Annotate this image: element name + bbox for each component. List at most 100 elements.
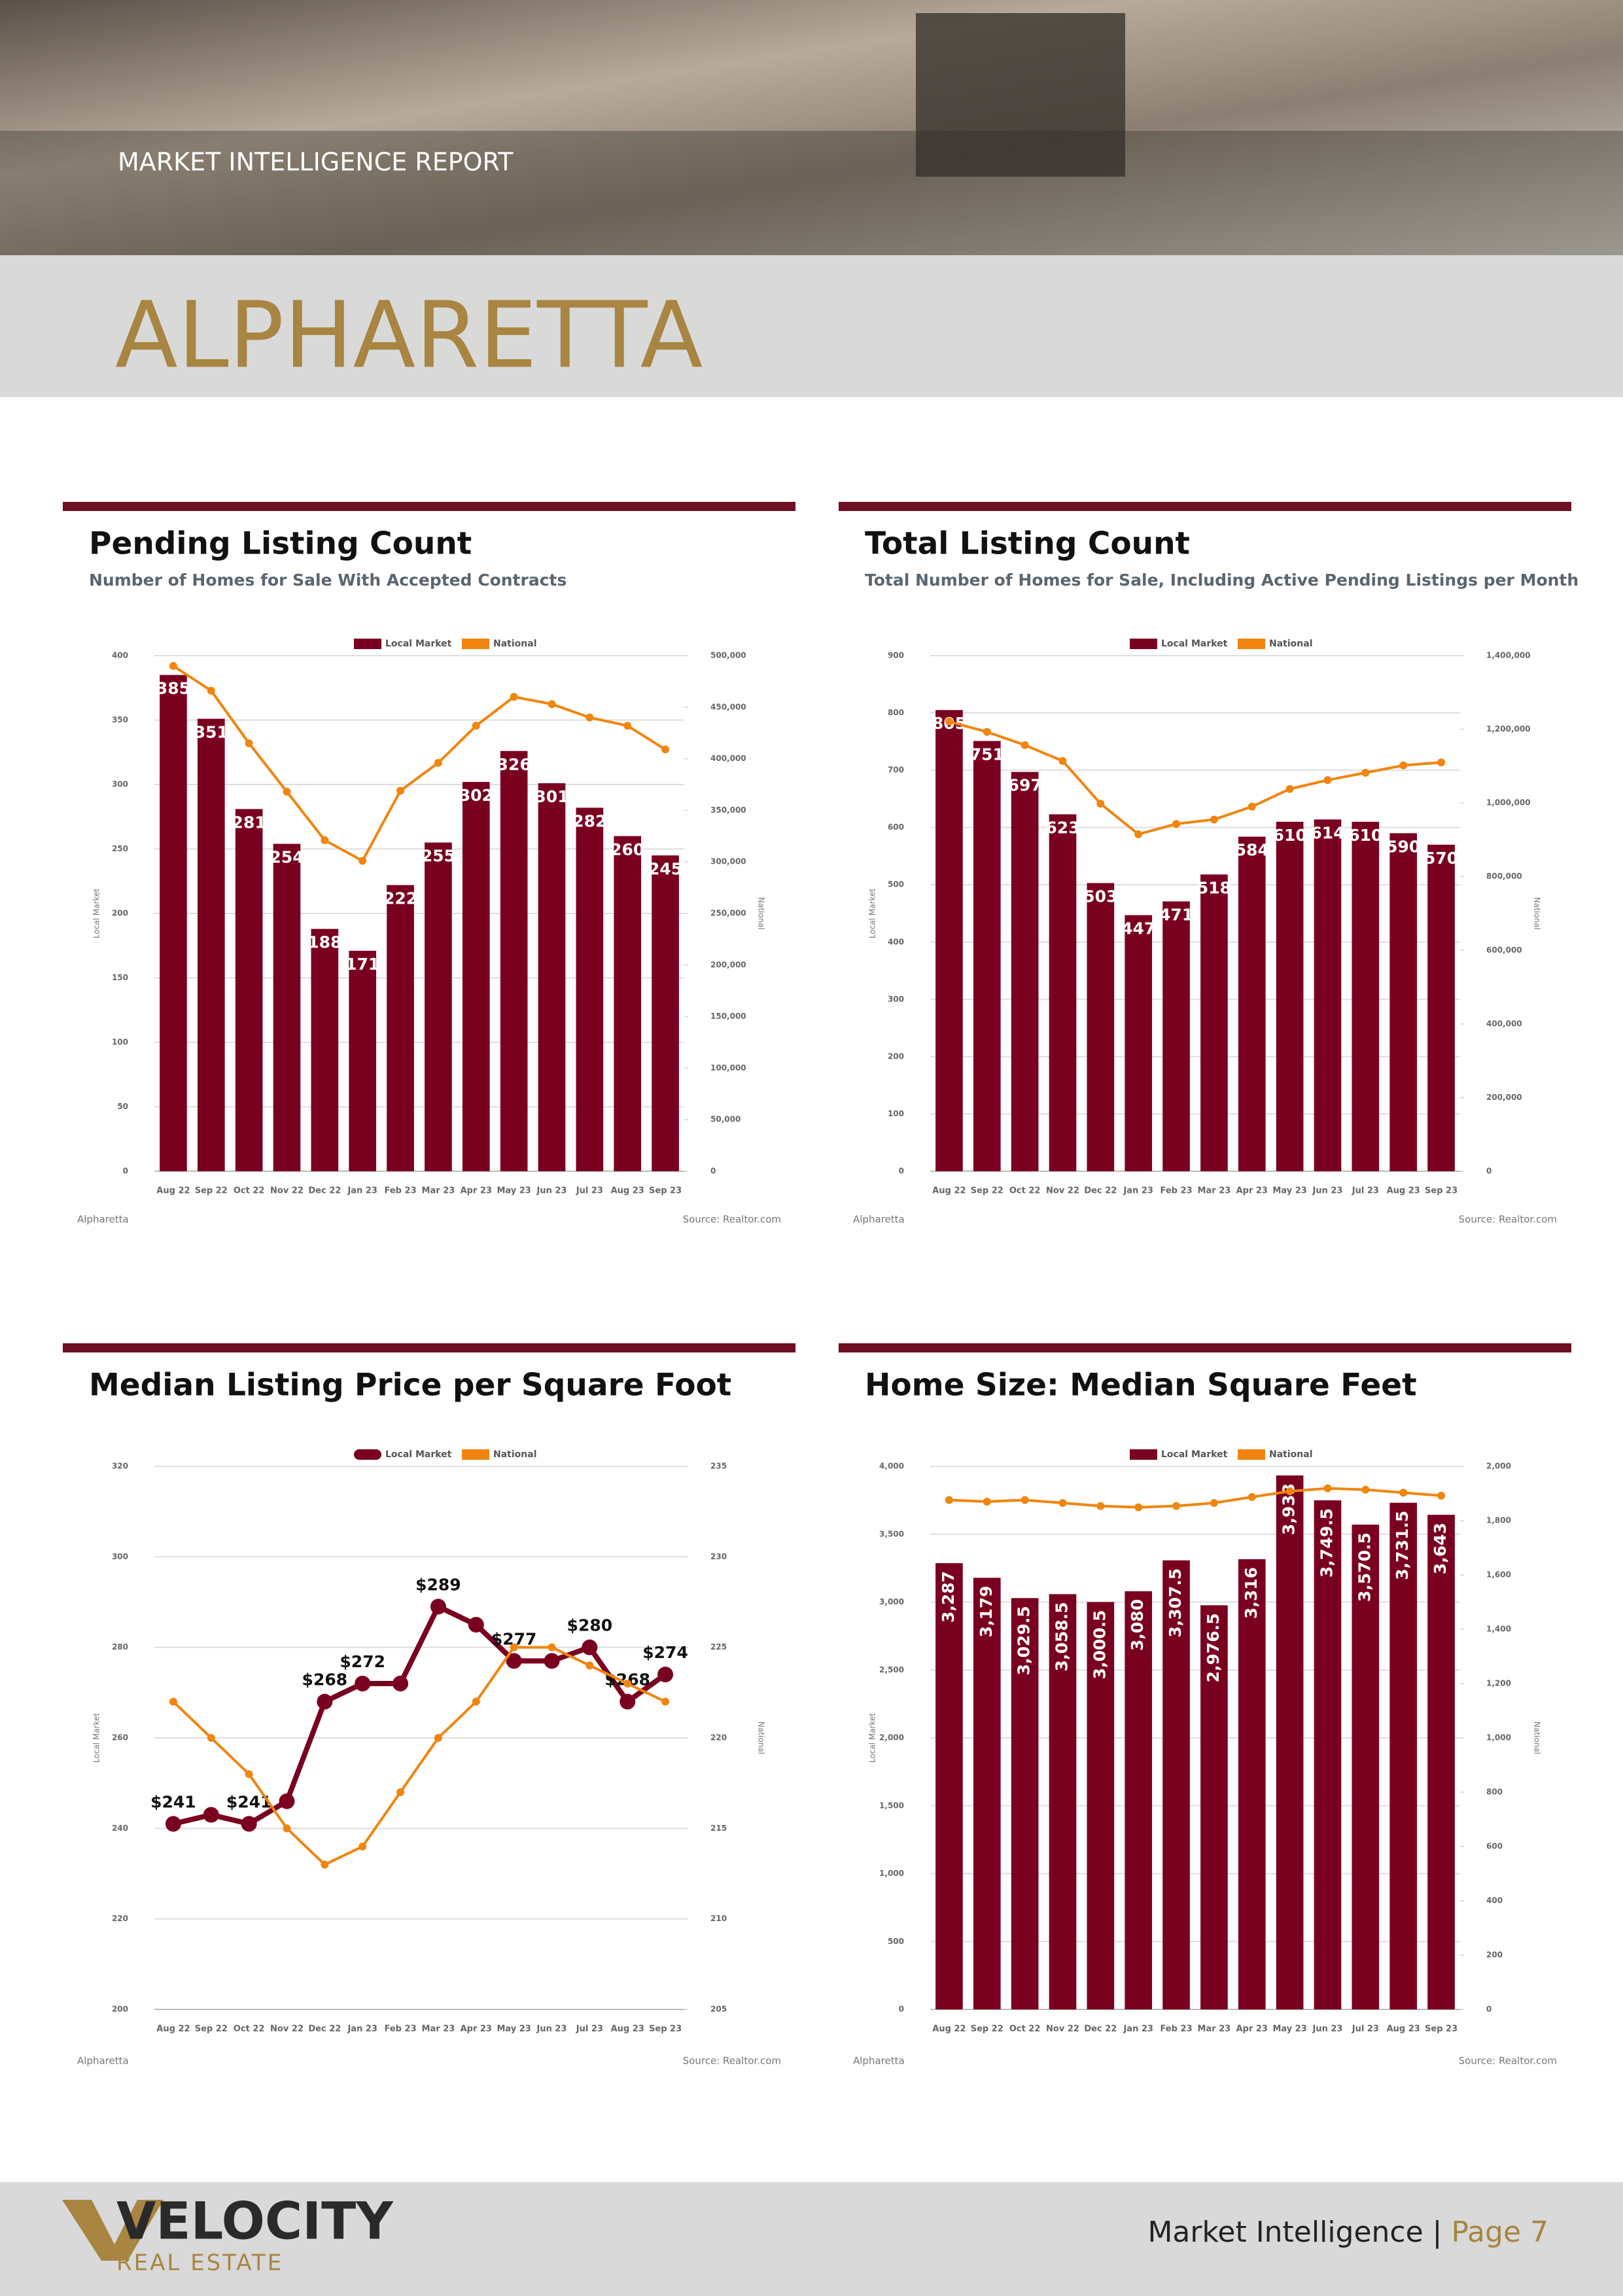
line — [949, 1487, 1442, 1509]
y2-axis-title: National — [1533, 1722, 1542, 1754]
x-tick-label: Aug 23 — [1387, 1186, 1420, 1196]
data-label: 301 — [534, 787, 568, 806]
bar — [973, 1578, 1001, 2009]
footnote: Alpharetta — [853, 1214, 905, 1226]
bar — [614, 836, 642, 1171]
point — [245, 739, 253, 747]
y-tick-label: 260 — [112, 1733, 128, 1742]
line — [172, 665, 667, 863]
photo-shade — [0, 131, 1623, 255]
report-label: MARKET INTELLIGENCE REPORT — [118, 148, 514, 177]
y2-tick-label: 600,000 — [1486, 945, 1522, 955]
data-label: 245 — [648, 859, 682, 878]
data-label: 610 — [1348, 826, 1382, 845]
bar — [1352, 1525, 1380, 2009]
point — [434, 758, 442, 767]
y-tick-label: 2,000 — [879, 1733, 904, 1742]
logo-text: VELOCITY — [116, 2192, 394, 2251]
data-label: 623 — [1045, 819, 1079, 838]
y2-tick-label: 300,000 — [710, 857, 746, 866]
data-label: $272 — [340, 1652, 385, 1671]
x-tick-label: Sep 22 — [195, 2024, 228, 2034]
x-tick-label: Feb 23 — [1161, 2024, 1193, 2034]
logo-tagline: REAL ESTATE — [116, 2250, 283, 2276]
x-tick-label: Aug 23 — [611, 1186, 644, 1196]
point — [1285, 1487, 1294, 1496]
y-tick-label: 200 — [112, 2005, 128, 2014]
data-label: 610 — [1273, 826, 1307, 845]
y-tick-label: 200 — [888, 1051, 904, 1061]
y-tick-label: 2,500 — [879, 1665, 904, 1674]
bar — [1276, 1475, 1304, 2009]
point — [1248, 1492, 1256, 1501]
y-tick-label: 100 — [112, 1038, 128, 1047]
legend-label: Local Market — [1161, 1449, 1228, 1460]
bar — [387, 885, 414, 1171]
y-tick-label: 220 — [112, 1914, 128, 1923]
data-label: 3,570.5 — [1355, 1532, 1374, 1602]
y-tick-label: 0 — [899, 2005, 904, 2014]
point — [661, 1697, 670, 1706]
bar — [1238, 1559, 1266, 2009]
bar — [1314, 1500, 1342, 2009]
point — [245, 1770, 253, 1778]
bar — [1427, 844, 1455, 1171]
y2-tick-label: 2,000 — [1486, 1462, 1511, 1471]
point — [623, 1680, 632, 1687]
bar — [462, 782, 490, 1171]
x-tick-label: Nov 22 — [270, 2024, 304, 2034]
x-tick-label: Dec 22 — [308, 1186, 341, 1196]
bar — [1125, 1591, 1153, 2009]
x-tick-label: Apr 23 — [1236, 1186, 1268, 1196]
x-tick-label: Sep 23 — [1425, 1186, 1457, 1196]
y-tick-label: 320 — [112, 1462, 128, 1471]
y2-tick-label: 225 — [710, 1642, 727, 1651]
y-tick-label: 1,500 — [879, 1801, 904, 1810]
y2-tick-label: 1,200,000 — [1486, 724, 1531, 733]
point — [207, 686, 215, 695]
data-label: 447 — [1121, 919, 1155, 938]
data-label: 3,179 — [977, 1585, 996, 1637]
bar — [1162, 901, 1190, 1171]
x-tick-label: Feb 23 — [1161, 1186, 1193, 1196]
legend-label: Local Market — [385, 639, 452, 649]
data-label: 503 — [1083, 887, 1117, 906]
y2-tick-label: 600 — [1486, 1842, 1503, 1851]
x-tick-label: Oct 22 — [1009, 1186, 1041, 1196]
city-band — [0, 255, 1623, 397]
y2-tick-label: 0 — [1486, 1167, 1492, 1176]
bar — [935, 710, 963, 1171]
bar — [1011, 1598, 1039, 2009]
point — [983, 728, 991, 736]
data-label: 3,643 — [1431, 1523, 1450, 1574]
data-label: 2,976.5 — [1204, 1613, 1223, 1682]
data-label: 385 — [156, 679, 190, 698]
bar — [1011, 771, 1039, 1171]
x-tick-label: Dec 22 — [1084, 1186, 1117, 1196]
data-label: 471 — [1159, 906, 1193, 925]
point — [983, 1497, 991, 1506]
point — [241, 1816, 257, 1832]
bar — [1352, 821, 1380, 1171]
x-tick-label: Dec 22 — [308, 2024, 341, 2034]
y2-tick-label: 100,000 — [710, 1063, 746, 1072]
point — [1096, 800, 1105, 808]
x-tick-label: May 23 — [1272, 2024, 1306, 2034]
footnote: Alpharetta — [77, 2055, 129, 2067]
point — [1399, 761, 1408, 769]
y2-axis-title: National — [757, 897, 766, 930]
legend-swatch — [462, 1449, 489, 1460]
point — [1437, 758, 1446, 767]
footer-label: Market Intelligence | Page 7 — [1147, 2216, 1548, 2249]
point — [548, 1643, 556, 1651]
data-label: $280 — [567, 1616, 613, 1635]
legend-swatch — [1130, 639, 1157, 649]
point — [434, 1734, 442, 1742]
y-tick-label: 0 — [123, 1167, 128, 1176]
point — [657, 1667, 674, 1683]
x-tick-label: Nov 22 — [1046, 1186, 1079, 1196]
legend-swatch — [354, 1449, 381, 1460]
x-tick-label: Nov 22 — [270, 1186, 304, 1196]
data-label: 260 — [610, 840, 644, 859]
